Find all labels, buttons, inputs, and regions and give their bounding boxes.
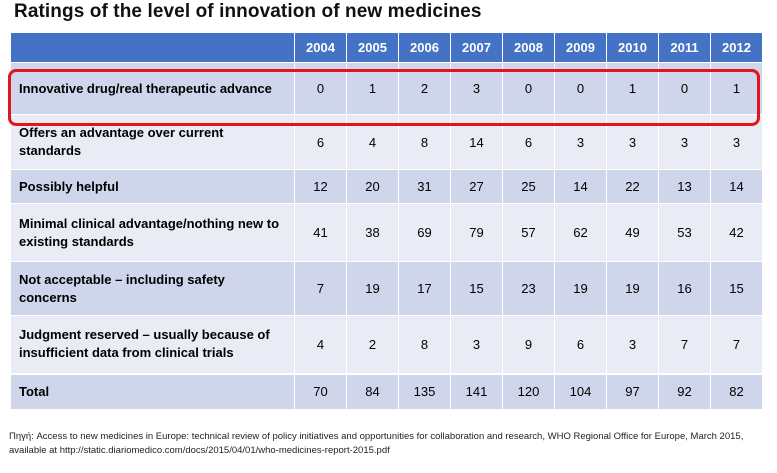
year-header: 2004 [294, 32, 347, 63]
table-cell: 49 [606, 203, 659, 262]
table-cell: 9 [502, 315, 555, 374]
table-cell: 120 [502, 372, 555, 410]
row-label: Innovative drug/real therapeutic advance [10, 62, 295, 115]
table-cell: 14 [554, 169, 607, 204]
table-cell: 57 [502, 203, 555, 262]
table-cell: 0 [554, 62, 607, 115]
table-cell: 1 [606, 62, 659, 115]
table-cell: 3 [606, 114, 659, 170]
table-cell: 1 [346, 62, 399, 115]
table-cell: 23 [502, 261, 555, 316]
year-header: 2012 [710, 32, 763, 63]
table-cell: 7 [658, 315, 711, 374]
table-cell: 6 [554, 315, 607, 374]
row-label: Total [10, 372, 295, 410]
table-cell: 3 [606, 315, 659, 374]
year-header: 2010 [606, 32, 659, 63]
table-cell: 82 [710, 372, 763, 410]
year-header: 2011 [658, 32, 711, 63]
table-cell: 69 [398, 203, 451, 262]
year-header: 2008 [502, 32, 555, 63]
table-cell: 27 [450, 169, 503, 204]
table-row: Possibly helpful 12 20 31 27 25 14 22 13 14 [10, 169, 763, 204]
table-cell: 4 [346, 114, 399, 170]
table-cell: 2 [398, 62, 451, 115]
table-cell: 0 [502, 62, 555, 115]
table-cell: 4 [294, 315, 347, 374]
table-cell: 79 [450, 203, 503, 262]
table-cell: 3 [450, 62, 503, 115]
table-cell: 19 [346, 261, 399, 316]
table-cell: 13 [658, 169, 711, 204]
table-cell: 7 [710, 315, 763, 374]
table-cell: 92 [658, 372, 711, 410]
table-cell: 41 [294, 203, 347, 262]
row-label: Minimal clinical advantage/nothing new t… [10, 203, 295, 262]
table-cell: 15 [450, 261, 503, 316]
row-label: Not acceptable – including safety concer… [10, 261, 295, 316]
table-cell: 141 [450, 372, 503, 410]
table-cell: 20 [346, 169, 399, 204]
table-cell: 8 [398, 114, 451, 170]
table-cell: 6 [294, 114, 347, 170]
row-label: Possibly helpful [10, 169, 295, 204]
table-cell: 3 [554, 114, 607, 170]
table-cell: 7 [294, 261, 347, 316]
table-cell: 3 [658, 114, 711, 170]
table-cell: 19 [554, 261, 607, 316]
table-cell: 42 [710, 203, 763, 262]
source-note: Πηγή: Access to new medicines in Europe:… [9, 431, 744, 456]
table-cell: 2 [346, 315, 399, 374]
table-row: Innovative drug/real therapeutic advance… [10, 62, 763, 115]
year-header: 2005 [346, 32, 399, 63]
table-cell: 70 [294, 372, 347, 410]
table-cell: 17 [398, 261, 451, 316]
table-cell: 0 [294, 62, 347, 115]
table-cell: 19 [606, 261, 659, 316]
row-label: Judgment reserved – usually because of i… [10, 315, 295, 374]
table-cell: 16 [658, 261, 711, 316]
table-cell: 3 [450, 315, 503, 374]
ratings-table: 2004 2005 2006 2007 2008 2009 2010 2011 … [10, 32, 763, 410]
table-cell: 3 [710, 114, 763, 170]
table-cell: 15 [710, 261, 763, 316]
table-cell: 31 [398, 169, 451, 204]
header-corner [10, 32, 295, 63]
table-cell: 14 [450, 114, 503, 170]
table-cell: 1 [710, 62, 763, 115]
table-cell: 62 [554, 203, 607, 262]
table-row: Offers an advantage over current standar… [10, 114, 763, 170]
table-cell: 0 [658, 62, 711, 115]
year-header: 2007 [450, 32, 503, 63]
table-row: Judgment reserved – usually because of i… [10, 315, 763, 374]
header-row: 2004 2005 2006 2007 2008 2009 2010 2011 … [10, 32, 763, 63]
table-cell: 8 [398, 315, 451, 374]
table-cell: 84 [346, 372, 399, 410]
table-cell: 38 [346, 203, 399, 262]
table-cell: 53 [658, 203, 711, 262]
year-header: 2009 [554, 32, 607, 63]
table-row: Not acceptable – including safety concer… [10, 261, 763, 316]
table-cell: 14 [710, 169, 763, 204]
table-cell: 97 [606, 372, 659, 410]
table-cell: 135 [398, 372, 451, 410]
row-label: Offers an advantage over current standar… [10, 114, 295, 170]
chart-title: Ratings of the level of innovation of ne… [14, 1, 482, 22]
table-cell: 104 [554, 372, 607, 410]
table-cell: 22 [606, 169, 659, 204]
table-row: Minimal clinical advantage/nothing new t… [10, 203, 763, 262]
table-cell: 12 [294, 169, 347, 204]
year-header: 2006 [398, 32, 451, 63]
table-cell: 6 [502, 114, 555, 170]
table-row: Total 70 84 135 141 120 104 97 92 82 [10, 372, 763, 410]
table-cell: 25 [502, 169, 555, 204]
